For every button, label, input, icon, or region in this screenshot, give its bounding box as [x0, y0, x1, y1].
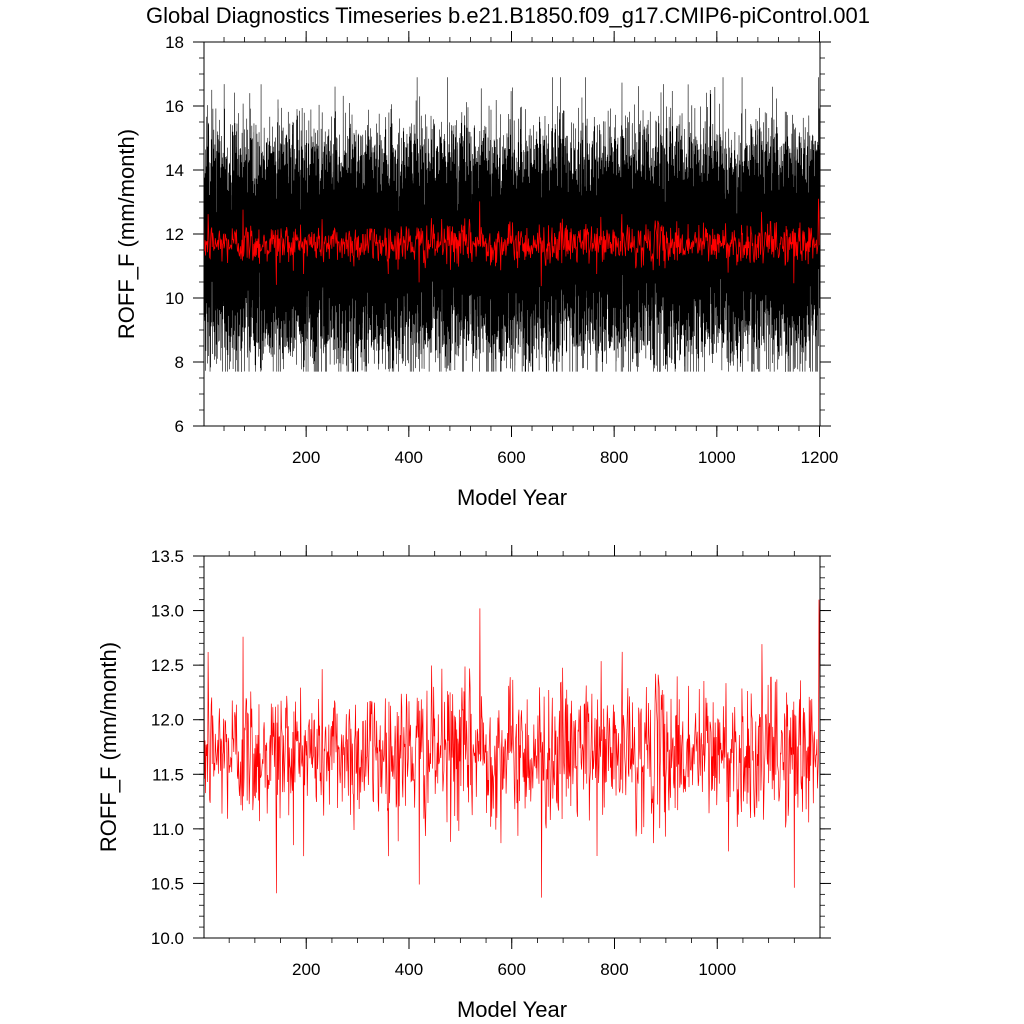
series-line-annual: [203, 599, 821, 898]
y-tick-label: 6: [175, 417, 184, 436]
y-tick-label: 11.0: [152, 820, 184, 839]
y-tick-label: 12.0: [151, 711, 184, 730]
x-axis-title: Model Year: [457, 997, 567, 1022]
figure-title: Global Diagnostics Timeseries b.e21.B185…: [146, 3, 870, 28]
chart-panel-bottom: 10.0 10.5 11.0 11.5 12.0 12.5 13.0 13.5 200 400 60…: [96, 545, 831, 1022]
axis-ticks: 6 8 10 12 14 16 18 200 400 600 800 1000 1200: [165, 31, 838, 467]
x-tick-label: 600: [498, 960, 526, 979]
x-axis-title: Model Year: [457, 485, 567, 510]
x-tick-label: 800: [600, 448, 628, 467]
y-tick-label: 16: [165, 97, 184, 116]
series-line-monthly: [203, 77, 821, 372]
y-tick-label: 10.0: [151, 929, 184, 948]
y-tick-label: 11.5: [152, 765, 184, 784]
y-tick-label: 13.5: [151, 547, 184, 566]
y-tick-label: 8: [175, 353, 184, 372]
y-axis-title: ROFF_F (mm/month): [96, 642, 121, 852]
x-tick-label: 1000: [698, 960, 736, 979]
y-tick-label: 12: [165, 225, 184, 244]
x-tick-label: 200: [292, 448, 320, 467]
y-tick-label: 10.5: [151, 874, 184, 893]
x-tick-label: 400: [395, 448, 423, 467]
x-tick-label: 200: [292, 960, 320, 979]
x-tick-label: 800: [600, 960, 628, 979]
series-layer: [203, 599, 821, 898]
x-tick-label: 400: [395, 960, 423, 979]
y-tick-label: 14: [165, 161, 184, 180]
x-tick-label: 1000: [698, 448, 736, 467]
x-tick-label: 600: [497, 448, 525, 467]
chart-panel-top: 6 8 10 12 14 16 18 200 400 600 800 1000 1200 Model Y…: [114, 31, 838, 510]
axis-ticks: 10.0 10.5 11.0 11.5 12.0 12.5 13.0 13.5 200 400 60…: [151, 545, 831, 979]
y-axis-title: ROFF_F (mm/month): [114, 129, 139, 339]
series-line-annual: [203, 198, 820, 287]
series-layer: [203, 77, 821, 372]
y-tick-label: 12.5: [151, 656, 184, 675]
y-tick-label: 13.0: [151, 602, 184, 621]
x-tick-label: 1200: [801, 448, 839, 467]
y-tick-label: 18: [165, 33, 184, 52]
y-tick-label: 10: [165, 289, 184, 308]
